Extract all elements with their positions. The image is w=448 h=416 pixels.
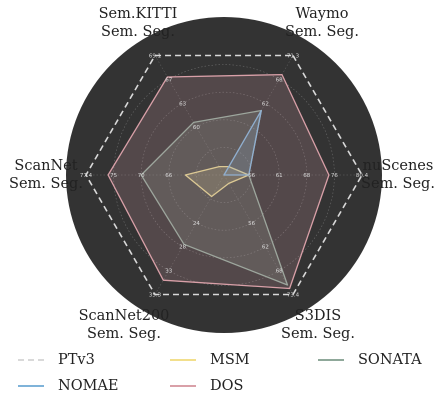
- axis-max-label: 73.4: [287, 293, 300, 299]
- axis-max-label: 77.4: [80, 173, 93, 179]
- tick-label: 62: [262, 101, 269, 107]
- legend-label: SONATA: [358, 352, 422, 368]
- tick-label: 68: [276, 269, 283, 275]
- series-ptv3: [85, 54, 363, 296]
- grid-ring-1: [196, 147, 252, 203]
- legend-label: NOMAE: [58, 378, 119, 394]
- axis-label: ScanNet200: [79, 308, 170, 324]
- tick-label: 62: [262, 245, 269, 251]
- axis-label: Sem. Seg.: [101, 24, 175, 40]
- tick-label: 56: [248, 173, 255, 179]
- radar-tick-labels: 62 68 71.3 56 61 68 76 80.4 56 62 68 73.4 24 28 33 35.3…: [80, 54, 369, 299]
- tick-label: 61: [276, 173, 283, 179]
- tick-label: 66: [165, 173, 172, 179]
- legend-item: PTv3: [18, 352, 95, 368]
- axis-label: Waymo: [296, 6, 349, 22]
- axis-label: Sem. Seg.: [281, 326, 355, 342]
- axis-max-label: 71.3: [287, 54, 300, 60]
- tick-label: 70: [138, 173, 145, 179]
- axis-max-label: 69.1: [149, 54, 161, 60]
- series-nomae: [223, 109, 262, 176]
- axis-label: Sem. Seg.: [9, 176, 83, 192]
- radar-chart: 62 68 71.3 56 61 68 76 80.4 56 62 68 73.4 24 28 33 35.3…: [9, 6, 435, 342]
- legend-swatch: [170, 385, 196, 387]
- axis-label: nuScenes: [363, 158, 434, 174]
- legend-swatch: [18, 385, 44, 387]
- tick-label: 56: [248, 221, 255, 227]
- tick-label: 63: [179, 101, 186, 107]
- legend-item: MSM: [170, 352, 250, 368]
- legend-item: NOMAE: [18, 378, 118, 394]
- tick-label: 68: [303, 173, 310, 179]
- axis-label: Sem. Seg.: [285, 24, 359, 40]
- tick-label: 28: [179, 245, 186, 251]
- legend-label: MSM: [210, 352, 250, 368]
- legend-swatch: [318, 359, 344, 361]
- legend-item: DOS: [170, 378, 243, 394]
- axis-max-label: 35.3: [149, 293, 162, 299]
- axis-label: Sem. Seg.: [361, 176, 435, 192]
- grid-ring-2: [168, 119, 280, 231]
- legend-label: PTv3: [58, 352, 95, 368]
- axis-label: ScanNet: [14, 158, 77, 174]
- radar-series: [85, 54, 363, 296]
- grid-ring-4: [113, 64, 335, 286]
- series-dos: [107, 73, 330, 290]
- axis-max-label: 80.4: [356, 173, 369, 179]
- chart-legend: PTv3 MSM SONATA NOMAE DOS: [18, 352, 438, 408]
- radar-axis-labels: Waymo Sem. Seg. nuScenes Sem. Seg. S3DIS Sem.…: [9, 6, 435, 342]
- tick-label: 33: [165, 269, 172, 275]
- legend-swatch: [170, 359, 196, 361]
- legend-item: SONATA: [318, 352, 422, 368]
- tick-label: 75: [110, 173, 117, 179]
- tick-label: 76: [331, 173, 338, 179]
- tick-label: 60: [193, 125, 200, 131]
- tick-label: 24: [193, 221, 200, 227]
- axis-label: S3DIS: [295, 308, 341, 324]
- tick-label: 68: [276, 77, 283, 83]
- legend-swatch: [18, 359, 44, 361]
- legend-label: DOS: [210, 378, 244, 394]
- axis-label: Sem. Seg.: [87, 326, 161, 342]
- tick-label: 67: [165, 77, 172, 83]
- axis-label: Sem.KITTI: [99, 6, 178, 22]
